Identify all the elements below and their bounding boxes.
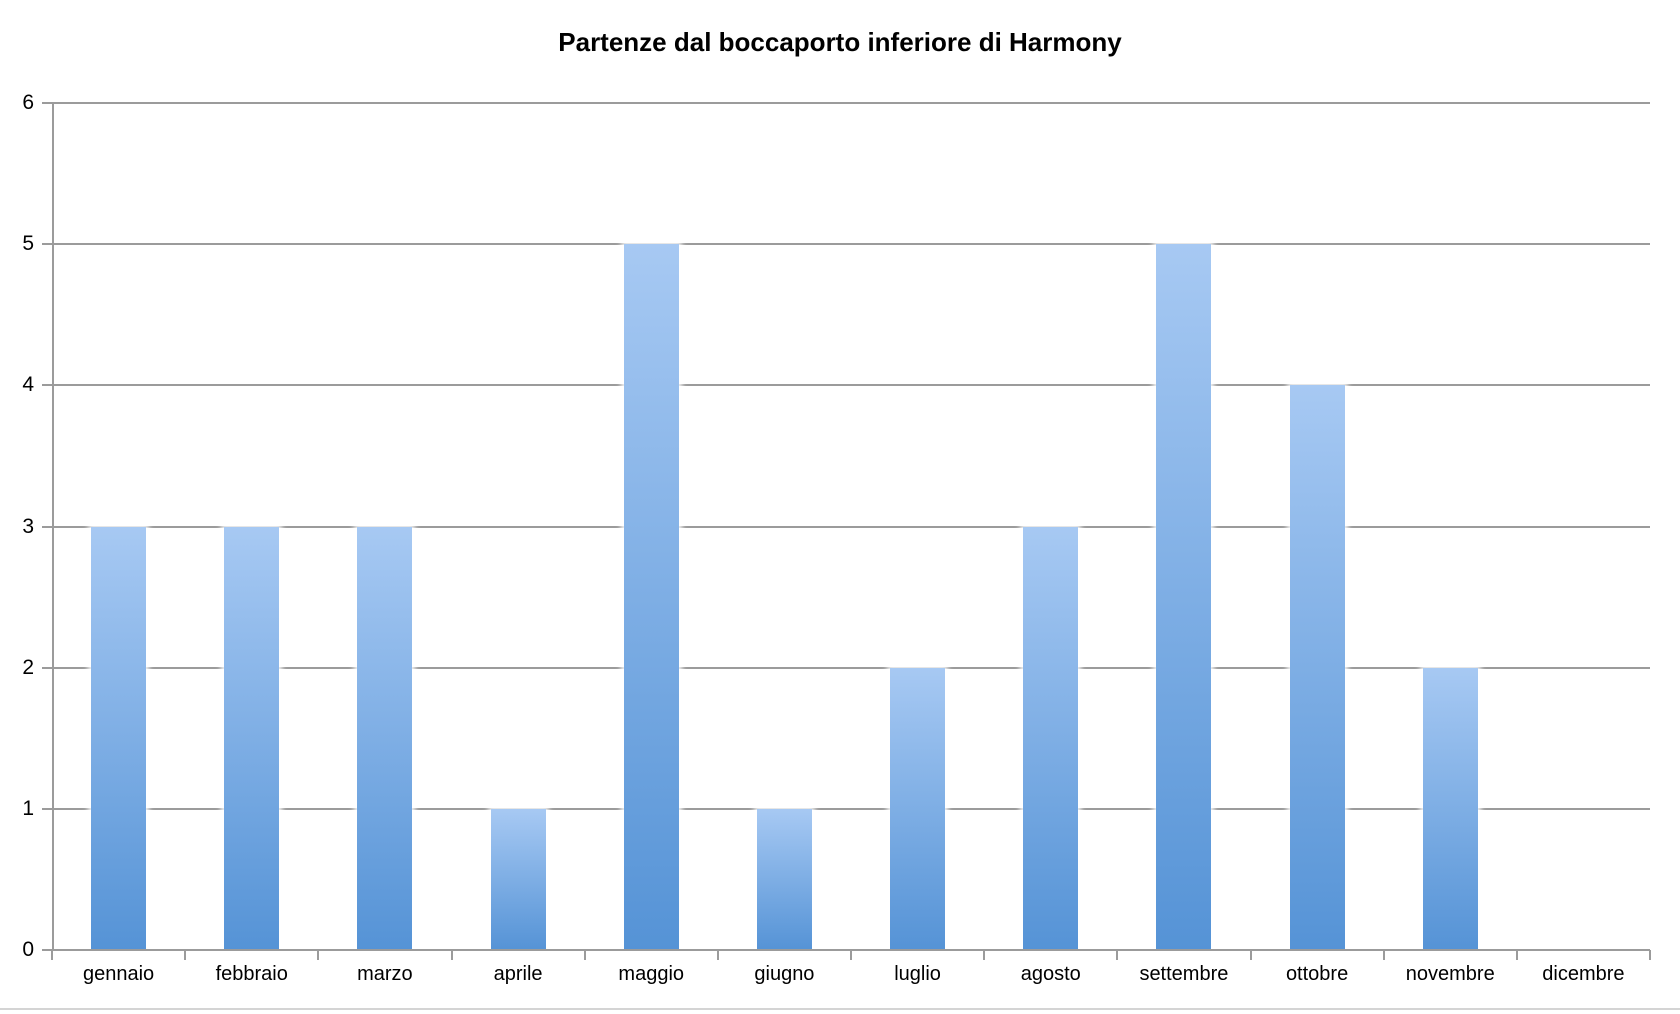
y-axis-line xyxy=(52,103,54,950)
y-axis-label-0: 0 xyxy=(22,938,34,961)
gridline-3 xyxy=(52,525,1650,528)
bar-gennaio xyxy=(91,526,147,950)
x-axis-label-aprile: aprile xyxy=(493,963,543,985)
x-axis-label-ottobre: ottobre xyxy=(1285,963,1349,985)
gridline-2 xyxy=(52,666,1650,669)
bar-aprile xyxy=(490,808,546,950)
plot-area xyxy=(42,102,1651,960)
chart-title: Partenze dal boccaporto inferiore di Har… xyxy=(558,27,1122,57)
y-axis-tick-5 xyxy=(42,243,52,246)
gridline-1 xyxy=(52,807,1650,810)
x-axis-tick-5 xyxy=(716,950,719,960)
x-axis-tick-1 xyxy=(184,950,187,960)
y-axis-label-1: 1 xyxy=(22,796,34,820)
y-axis-label-3: 3 xyxy=(22,514,34,538)
x-axis-label-giugno: giugno xyxy=(754,963,815,985)
bar-ottobre xyxy=(1289,385,1345,950)
bar-marzo xyxy=(357,526,413,950)
bottom-separator-line xyxy=(0,1008,1680,1010)
y-axis-label-4: 4 xyxy=(22,373,34,397)
bar-luglio xyxy=(890,667,946,950)
x-axis-label-maggio: maggio xyxy=(618,963,685,985)
y-axis-tick-6 xyxy=(42,102,52,104)
x-axis-label-febbraio: febbraio xyxy=(215,963,288,985)
y-axis-label-6: 6 xyxy=(22,91,34,114)
x-axis-tick-0 xyxy=(51,950,53,960)
x-axis-tick-3 xyxy=(450,950,453,960)
x-axis-tick-4 xyxy=(583,950,586,960)
x-axis-tick-2 xyxy=(317,950,320,960)
x-axis-tick-11 xyxy=(1515,950,1518,960)
x-axis-tick-9 xyxy=(1249,950,1252,960)
x-axis-tick-6 xyxy=(850,950,852,960)
x-axis-tick-10 xyxy=(1382,950,1385,960)
x-axis-tick-8 xyxy=(1116,950,1119,960)
x-axis-label-agosto: agosto xyxy=(1020,963,1081,985)
gridline-5 xyxy=(52,243,1650,246)
bar-maggio xyxy=(623,244,679,950)
bar-febbraio xyxy=(224,526,280,950)
y-axis-tick-4 xyxy=(42,384,52,387)
x-axis-label-dicembre: dicembre xyxy=(1542,963,1625,985)
gridline-4 xyxy=(52,384,1650,387)
x-axis-tick-7 xyxy=(983,950,986,960)
bar-giugno xyxy=(756,808,812,950)
bar-novembre xyxy=(1422,667,1478,950)
y-axis-label-2: 2 xyxy=(22,655,34,679)
y-axis-tick-1 xyxy=(42,807,52,810)
y-axis-tick-3 xyxy=(42,525,52,528)
x-axis-label-marzo: marzo xyxy=(357,963,413,985)
bar-agosto xyxy=(1023,526,1079,950)
bar-settembre xyxy=(1156,244,1212,950)
y-axis-tick-2 xyxy=(42,666,52,669)
x-axis-label-settembre: settembre xyxy=(1139,963,1229,985)
x-axis-label-luglio: luglio xyxy=(894,963,941,985)
x-axis-label-gennaio: gennaio xyxy=(82,963,155,985)
x-axis-tick-12 xyxy=(1649,950,1651,960)
x-axis-label-novembre: novembre xyxy=(1405,963,1495,985)
y-axis-label-5: 5 xyxy=(22,232,34,256)
gridline-6 xyxy=(52,102,1650,104)
y-axis-tick-0 xyxy=(42,949,52,951)
